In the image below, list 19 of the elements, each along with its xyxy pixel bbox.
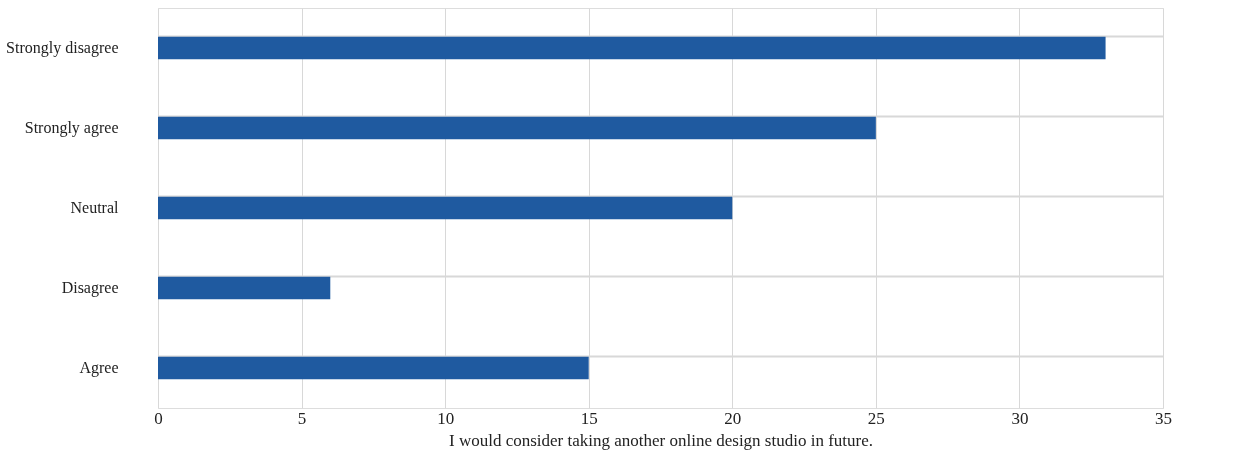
- y-tick-label: Agree: [79, 359, 119, 377]
- bar: [158, 36, 1106, 60]
- bar: [158, 276, 331, 300]
- bar: [158, 196, 733, 220]
- y-tick-label: Strongly agree: [24, 119, 119, 137]
- bar: [158, 116, 876, 140]
- x-tick-label: 15: [580, 408, 598, 428]
- x-tick-label: 5: [297, 408, 307, 428]
- x-tick-label: 20: [724, 408, 742, 428]
- bar: [158, 356, 589, 380]
- x-tick-label: 35: [1155, 408, 1172, 428]
- x-axis-title: I would consider taking another online design studio in future.: [449, 430, 873, 450]
- y-tick-label: Disagree: [61, 279, 119, 297]
- x-tick-label: 25: [867, 408, 885, 428]
- y-tick-label: Strongly disagree: [6, 39, 119, 57]
- x-tick-label: 10: [437, 408, 455, 428]
- x-tick-label: 30: [1011, 408, 1029, 428]
- x-tick-label: 0: [154, 408, 163, 428]
- y-tick-label: Neutral: [70, 199, 120, 216]
